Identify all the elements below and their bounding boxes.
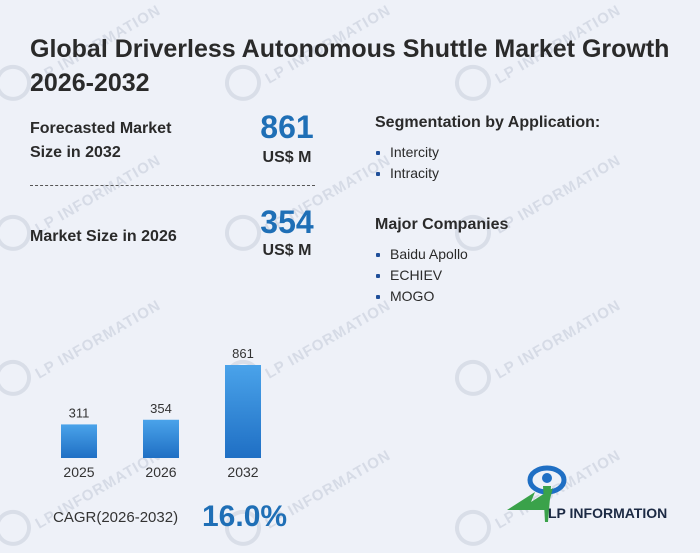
company-item: Baidu Apollo: [375, 244, 468, 265]
x-tick-label: 2032: [227, 464, 258, 480]
forecast-value: 861: [260, 109, 314, 145]
logo-figure-icon: [543, 486, 551, 522]
lp-information-logo: [507, 465, 567, 522]
watermark-mark: LP INFORMATION: [455, 297, 624, 396]
bar-value-label: 861: [232, 346, 254, 361]
logo-swoosh-icon: [507, 488, 553, 510]
svg-text:LP INFORMATION: LP INFORMATION: [493, 297, 624, 383]
forecast-label-line1: Forecasted Market: [30, 120, 172, 137]
current-size-value: 354: [260, 204, 314, 240]
companies-list: Baidu Apollo ECHIEV MOGO: [375, 244, 468, 307]
bar-2026: [143, 419, 179, 458]
forecast-unit: US$ M: [262, 149, 312, 166]
cagr-value: 16.0%: [202, 500, 288, 533]
current-size-label: Market Size in 2026: [30, 228, 177, 245]
companies-heading: Major Companies: [375, 216, 509, 233]
logo-text: LP INFORMATION: [548, 505, 668, 521]
forecast-label-line2: Size in 2032: [30, 144, 121, 161]
logo-dot-icon: [542, 473, 552, 483]
bar-value-label: 354: [150, 401, 172, 416]
bar-value-label: 311: [69, 405, 90, 420]
bar-2032: [225, 365, 261, 458]
market-bar-chart: 311 2025 354 2026 861 2032: [61, 346, 261, 480]
x-tick-label: 2025: [63, 464, 94, 480]
company-item: ECHIEV: [375, 265, 468, 286]
segmentation-heading: Segmentation by Application:: [375, 114, 601, 131]
watermark-mark: LP INFORMATION: [455, 152, 624, 251]
svg-text:LP INFORMATION: LP INFORMATION: [493, 152, 624, 238]
page-title: Global Driverless Autonomous Shuttle Mar…: [30, 35, 670, 97]
segmentation-item: Intracity: [375, 163, 439, 184]
segmentation-item: Intercity: [375, 142, 439, 163]
cagr-label: CAGR(2026-2032): [53, 509, 179, 526]
company-item: MOGO: [375, 286, 468, 307]
current-size-unit: US$ M: [262, 242, 312, 259]
bar-2025: [61, 424, 97, 458]
segmentation-list: Intercity Intracity: [375, 142, 439, 184]
x-tick-label: 2026: [145, 464, 176, 480]
stats-divider: [30, 185, 315, 186]
